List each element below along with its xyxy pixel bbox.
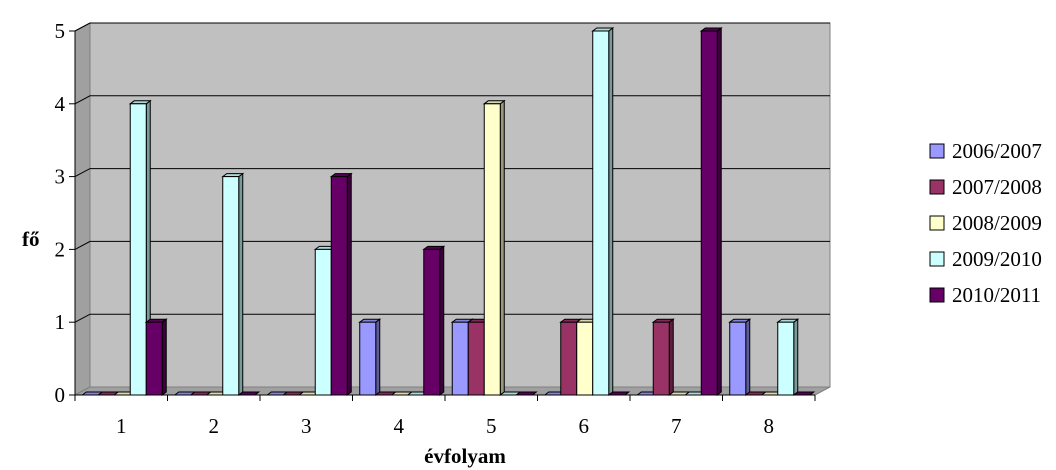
legend-swatch [929,215,945,231]
gridline [74,168,830,178]
bar [144,318,168,396]
bar [699,27,723,396]
bar [358,318,382,396]
legend-item: 2006/2007 [929,139,1042,163]
bar [329,172,353,396]
x-tick-label: 8 [764,414,775,438]
legend-label: 2010/2011 [952,283,1041,307]
y-tick-label: 0 [55,383,66,407]
x-tick-label: 2 [209,414,220,438]
x-tick-label: 1 [116,414,127,438]
legend-label: 2009/2010 [952,247,1042,271]
bar [728,318,752,396]
x-tick-label: 7 [671,414,682,438]
y-tick-label: 1 [55,310,66,334]
y-tick-label: 4 [55,92,66,116]
legend: 2006/2007 2007/2008 2008/2009 2009/2010 2010… [929,139,1042,307]
gridline [74,95,830,105]
bar [792,391,816,396]
bar [237,391,261,396]
legend-item: 2009/2010 [929,247,1042,271]
legend-label: 2007/2008 [952,175,1042,199]
legend-label: 2008/2009 [952,211,1042,235]
y-tick-label: 3 [55,165,66,189]
x-tick-label: 4 [394,414,405,438]
x-tick-label: 6 [579,414,590,438]
gridlines [74,22,830,323]
legend-swatch [929,179,945,195]
gridline [74,22,830,32]
x-axis-title: évfolyam [424,444,506,468]
bars [80,27,816,396]
legend-item: 2010/2011 [929,283,1041,307]
legend-item: 2008/2009 [929,211,1042,235]
bar [514,391,538,396]
x-tick-labels: 1 2 3 4 5 6 7 8 [116,414,774,438]
bar [776,318,800,396]
bar [482,99,506,396]
bar [422,245,446,396]
y-tick-labels: 0 1 2 3 4 5 [55,19,66,407]
legend-swatch [929,143,945,159]
legend-item: 2007/2008 [929,175,1042,199]
y-tick-label: 5 [55,19,66,43]
x-tick-label: 3 [301,414,312,438]
gridline [74,313,830,323]
gridline [74,240,830,250]
bar [651,318,675,396]
bar [591,27,615,396]
side-wall [74,22,91,396]
legend-swatch [929,287,945,303]
bar [221,172,245,396]
legend-label: 2006/2007 [952,139,1042,163]
y-axis-title: fő [22,227,40,251]
y-tick-label: 2 [55,237,66,261]
bar [607,391,631,396]
x-tick-label: 5 [486,414,497,438]
legend-swatch [929,251,945,267]
